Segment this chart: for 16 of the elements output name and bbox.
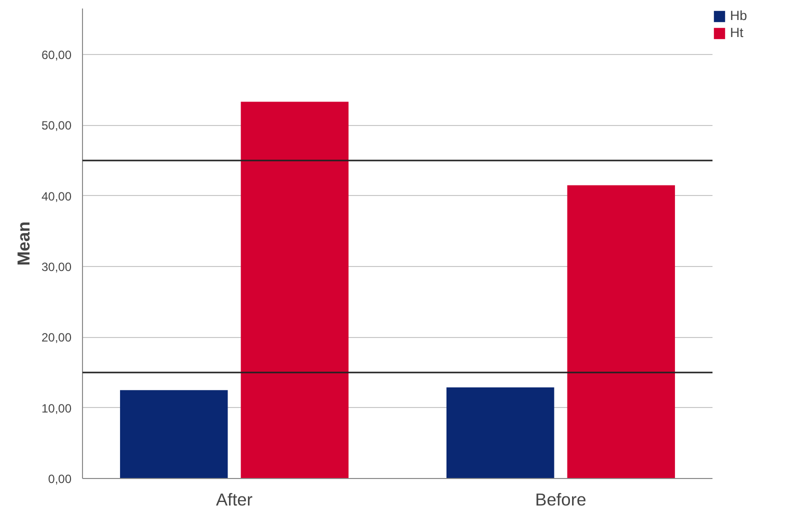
- y-tick-label: 10,00: [41, 401, 72, 416]
- bar: [240, 102, 349, 478]
- y-tick-label: 20,00: [41, 330, 72, 345]
- legend-label: Ht: [730, 25, 744, 40]
- y-tick-label: 50,00: [41, 118, 72, 133]
- bar: [567, 185, 675, 478]
- bar: [446, 387, 554, 478]
- bar: [120, 390, 228, 478]
- y-tick-label: 0,00: [48, 472, 72, 486]
- x-tick-label: Before: [535, 490, 586, 510]
- y-tick-label: 40,00: [41, 189, 72, 204]
- y-axis-title: Mean: [13, 221, 34, 266]
- y-tick-label: 30,00: [41, 260, 72, 274]
- legend-label: Hb: [730, 8, 748, 23]
- x-tick-label: After: [216, 490, 253, 510]
- y-tick-label: 60,00: [41, 48, 72, 62]
